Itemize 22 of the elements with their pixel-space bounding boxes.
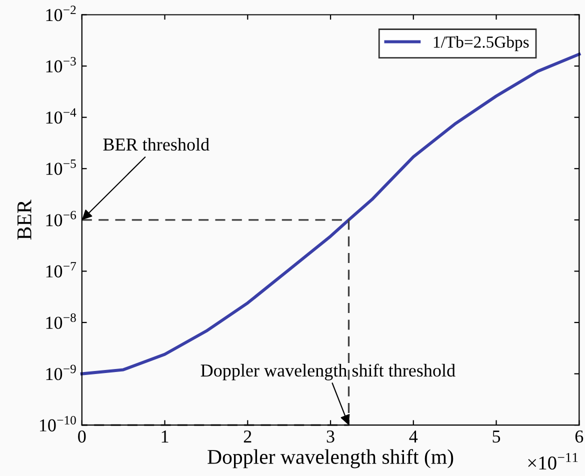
- annotation: BER threshold: [103, 138, 210, 151]
- y-axis-title: BER: [18, 200, 32, 240]
- y-tick-label: 10$^{−2}$: [46, 6, 76, 22]
- y-tick-label: 10$^{−7}$: [46, 262, 76, 278]
- x-axis-title: Doppler wavelength shift (m): [208, 449, 454, 468]
- y-tick-label: 10$^{−5}$: [46, 160, 76, 175]
- y-tick-label: 10$^{−4}$: [46, 108, 76, 124]
- x-tick-label: 4: [409, 430, 418, 442]
- x-tick-label: 2: [244, 430, 252, 442]
- x-tick-label: 3: [326, 430, 334, 443]
- y-tick-label: 10$^{−9}$: [46, 364, 76, 380]
- y-tick-label: 10$^{−6}$: [46, 210, 76, 226]
- x-tick-label: 1: [162, 430, 168, 442]
- x-tick-label: 6: [575, 430, 584, 443]
- x-tick-label: 0: [78, 430, 86, 443]
- text: ×10$^{−11}$: [528, 452, 578, 470]
- y-tick-label: 10$^{−8}$: [46, 313, 76, 329]
- annotation: Doppler wavelength shift threshold: [200, 364, 456, 380]
- y-tick-label: 10$^{−3}$: [46, 56, 76, 72]
- legend-label: 1/Tb=2.5Gbps: [434, 36, 529, 52]
- y-tick-label: 10$^{−10}$: [40, 416, 76, 432]
- x-tick-label: 5: [492, 430, 500, 443]
